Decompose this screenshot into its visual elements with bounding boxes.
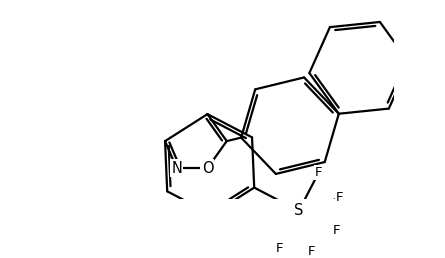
Text: F: F	[308, 245, 316, 258]
Text: F: F	[336, 191, 343, 205]
Text: S: S	[294, 203, 303, 218]
Text: N: N	[171, 160, 182, 176]
Text: F: F	[275, 242, 283, 255]
Text: F: F	[333, 224, 340, 237]
Text: O: O	[202, 160, 213, 176]
Text: F: F	[315, 166, 322, 179]
